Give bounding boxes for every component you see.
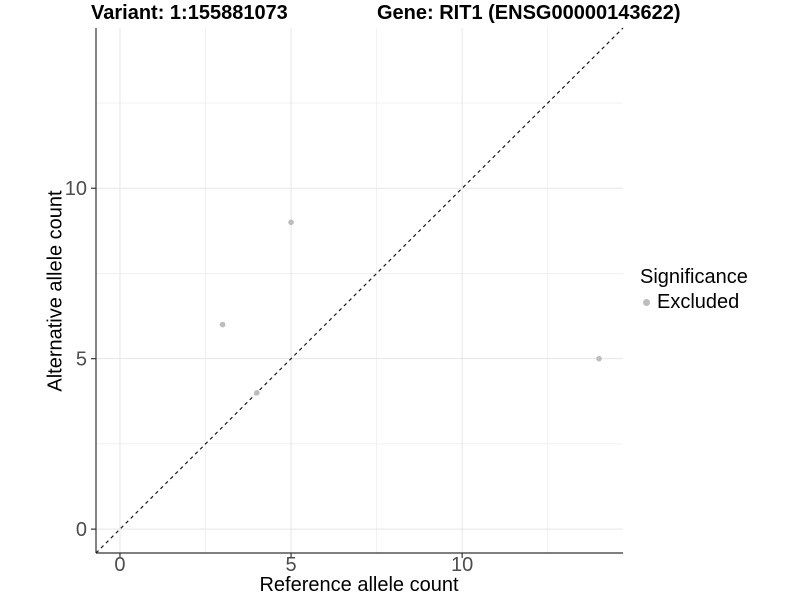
legend: Significance Excluded <box>640 266 748 314</box>
y-axis-title: Alternative allele count <box>44 190 67 392</box>
y-tick-label: 0 <box>76 519 87 541</box>
plot-title-variant: Variant: 1:155881073 <box>91 2 288 24</box>
x-tick-label: 5 <box>285 554 296 576</box>
data-point <box>219 321 226 328</box>
data-point <box>254 389 260 396</box>
identity-line <box>95 27 624 554</box>
legend-title: Significance <box>640 266 748 288</box>
excluded-point-icon <box>643 299 650 306</box>
x-axis-title: Reference allele count <box>259 574 459 596</box>
y-tick-label: 10 <box>65 178 87 200</box>
plot-title-gene: Gene: RIT1 (ENSG00000143622) <box>377 2 681 24</box>
legend-entry-label: Excluded <box>657 291 740 313</box>
legend-entry-excluded: Excluded <box>640 291 748 314</box>
x-tick-label: 10 <box>451 554 473 576</box>
data-point <box>288 219 294 226</box>
x-tick-label: 0 <box>114 554 125 576</box>
data-point <box>596 355 602 362</box>
y-tick-label: 5 <box>76 349 87 371</box>
